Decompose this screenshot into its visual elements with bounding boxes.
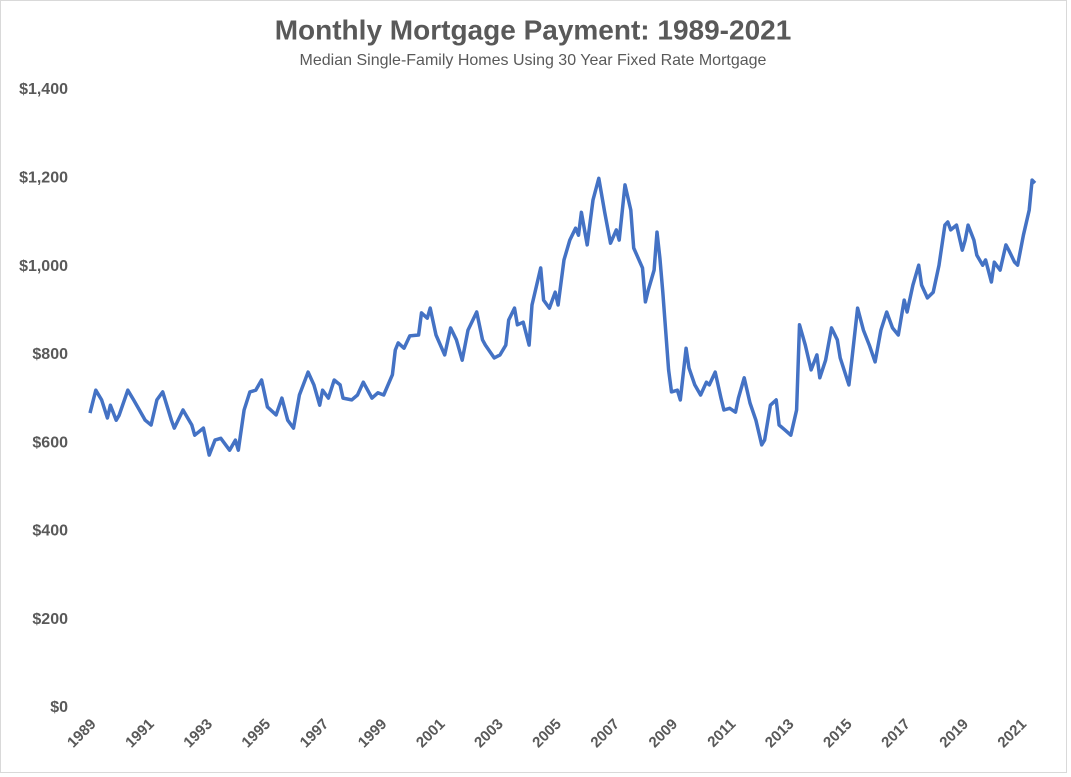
y-tick-label: $400 [32,523,68,540]
y-tick-label: $1,000 [19,258,68,275]
data-line [88,176,1037,457]
y-tick-label: $1,400 [19,81,68,98]
y-tick-label: $1,200 [19,170,68,187]
y-tick-label: $200 [32,611,68,628]
chart-title: Monthly Mortgage Payment: 1989-2021 [275,14,792,45]
y-tick-label: $600 [32,434,68,451]
y-tick-label: $0 [50,699,68,716]
chart-subtitle: Median Single-Family Homes Using 30 Year… [300,52,767,69]
y-tick-label: $800 [32,346,68,363]
